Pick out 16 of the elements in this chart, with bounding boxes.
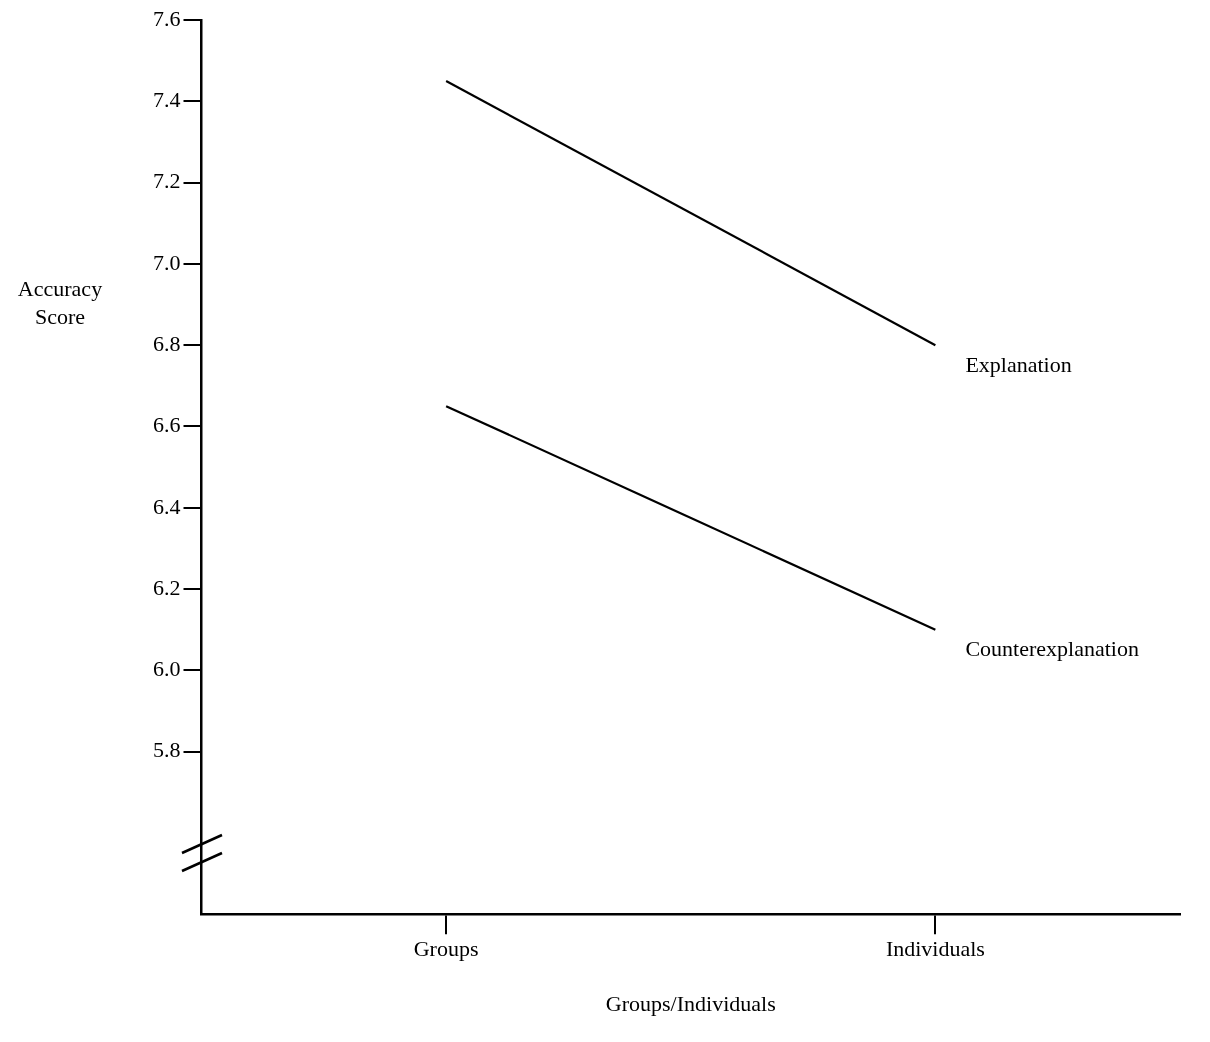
y-tick-label: 6.2 xyxy=(153,574,181,600)
series-label: Explanation xyxy=(965,351,1072,377)
y-tick-label: 7.0 xyxy=(153,249,181,275)
y-tick-label: 5.8 xyxy=(153,737,181,763)
x-tick-label: Individuals xyxy=(885,936,985,962)
y-tick-label: 7.6 xyxy=(153,5,181,31)
y-tick-label: 6.6 xyxy=(153,412,181,438)
y-axis-title: Accuracy Score xyxy=(17,276,103,330)
y-tick-label: 7.4 xyxy=(153,87,181,113)
y-tick-label: 6.8 xyxy=(153,330,181,356)
x-axis-title: Groups/Individuals xyxy=(605,990,776,1016)
y-tick-label: 7.2 xyxy=(153,168,181,194)
y-tick-label: 6.4 xyxy=(153,493,181,519)
x-tick-label: Groups xyxy=(413,936,479,962)
y-tick-label: 6.0 xyxy=(153,656,181,682)
series-label: Counterexplanation xyxy=(965,636,1139,662)
